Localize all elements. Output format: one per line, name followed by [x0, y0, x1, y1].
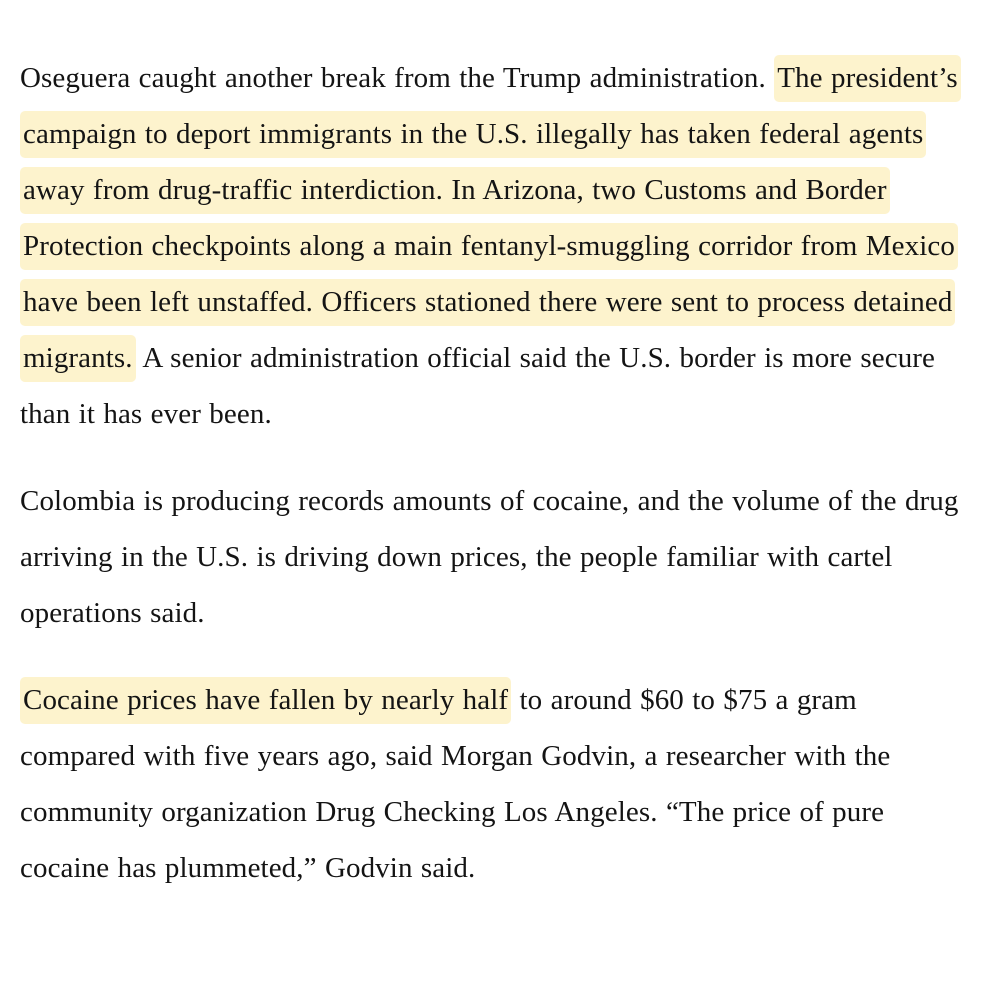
text-segment: A senior administration official said th… — [20, 342, 936, 430]
text-segment: to around $60 to $75 a gram compared wit… — [20, 684, 891, 884]
paragraph: Oseguera caught another break from the T… — [20, 50, 970, 442]
text-segment: Oseguera caught another break from the T… — [20, 62, 775, 94]
paragraph: Colombia is producing records amounts of… — [20, 473, 970, 641]
text-segment: Colombia is producing records amounts of… — [20, 485, 959, 629]
article-body: Oseguera caught another break from the T… — [20, 50, 970, 896]
highlighted-text: The president’s campaign to deport immig… — [20, 55, 961, 382]
highlighted-text: Cocaine prices have fallen by nearly hal… — [20, 677, 512, 724]
paragraph: Cocaine prices have fallen by nearly hal… — [20, 672, 970, 896]
